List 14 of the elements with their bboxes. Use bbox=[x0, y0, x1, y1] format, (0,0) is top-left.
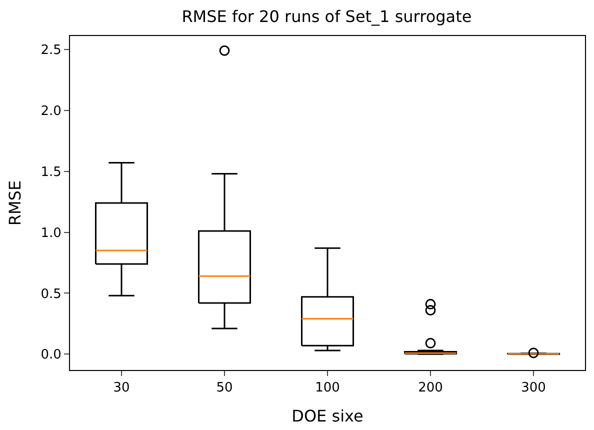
x-tick-label: 50 bbox=[216, 380, 233, 396]
y-tick-label: 0.5 bbox=[40, 286, 62, 302]
y-tick-label: 0.0 bbox=[40, 348, 62, 363]
x-tick-label: 100 bbox=[315, 380, 340, 396]
x-tick-label: 200 bbox=[418, 380, 443, 396]
chart-title: RMSE for 20 runs of Set_1 surrogate bbox=[182, 6, 472, 26]
x-tick-label: 30 bbox=[113, 380, 130, 396]
x-axis-title: DOE sixe bbox=[292, 406, 364, 426]
y-tick-label: 2.0 bbox=[40, 104, 62, 119]
y-axis-title: RMSE bbox=[6, 180, 25, 226]
y-tick-label: 2.5 bbox=[40, 42, 62, 58]
y-tick-label: 1.5 bbox=[40, 164, 62, 180]
x-tick-label: 300 bbox=[521, 380, 546, 396]
y-tick-label: 1.0 bbox=[40, 226, 62, 241]
